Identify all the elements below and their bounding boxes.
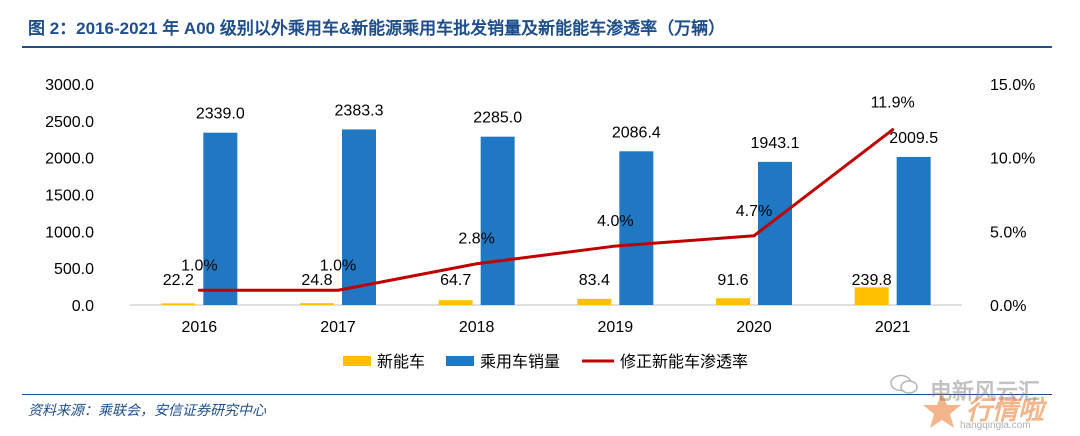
line-label-rate: 4.7% [736,203,772,220]
watermark: 电新风云汇 行情啦 hangqingla.com [890,368,1070,432]
bar-label-total: 2383.3 [335,102,384,119]
bar-total [896,156,931,305]
star-logo-icon [923,392,961,428]
bar-label-total: 2285.0 [473,110,522,127]
bar-label-nev: 83.4 [579,272,610,289]
y-left-tick-label: 3000.0 [45,77,94,94]
line-rate-point [752,234,756,238]
legend-label-nev: 新能车 [377,353,425,371]
bar-label-total: 2086.4 [612,124,661,141]
y-left-tick-label: 2000.0 [45,151,94,168]
y-right-tick-label: 15.0% [990,77,1035,94]
source-divider [22,394,1052,395]
y-left-tick-label: 2500.0 [45,114,94,131]
y-left-tick-label: 500.0 [54,261,94,278]
legend-label-total: 乘用车销量 [480,353,560,371]
line-rate-point [197,288,201,292]
line-rate-point [475,262,479,266]
line-label-rate: 11.9% [871,95,915,112]
chat-bubble-icon [890,374,918,394]
bar-label-total: 2339.0 [196,106,245,123]
x-tick-label: 2017 [320,319,356,336]
figure-title: 图 2：2016-2021 年 A00 级别以外乘用车&新能源乘用车批发销量及新… [28,19,726,38]
line-label-rate: 4.0% [597,213,633,230]
y-left-tick-label: 0.0 [72,298,94,315]
bar-nev [438,300,473,305]
y-right-tick-label: 10.0% [990,151,1035,168]
bar-label-total: 1943.1 [751,135,800,152]
bar-label-nev: 24.8 [301,272,332,289]
bar-nev [300,303,334,305]
bar-nev [577,298,612,305]
y-left-tick-label: 1000.0 [45,224,94,241]
bar-nev [161,303,196,305]
title-divider [22,46,1052,48]
bar-label-nev: 91.6 [717,272,748,289]
bar-total [480,136,515,305]
legend-swatch-nev [343,356,371,366]
line-label-rate: 2.8% [458,231,494,248]
bar-total [203,132,238,305]
bar-total [619,151,654,305]
bar-label-nev: 64.7 [440,272,471,289]
x-tick-label: 2021 [875,319,911,336]
y-right-tick-label: 0.0% [990,298,1026,315]
x-tick-label: 2020 [736,319,772,336]
source-note: 资料来源：乘联会，安信证券研究中心 [28,402,266,418]
bar-total [342,129,376,305]
bar-label-nev: 22.2 [163,272,194,289]
legend-swatch-total [446,356,474,366]
y-right-tick-label: 5.0% [990,224,1026,241]
line-rate [199,128,894,292]
bar-label-nev: 239.8 [852,272,892,289]
x-tick-label: 2018 [459,319,495,336]
bar-total [758,161,792,305]
x-tick-label: 2019 [598,319,634,336]
chart-svg: 0.0 500.0 1000.0 1500.0 2000.0 2500.0 3000.0 0.… [45,77,1035,371]
y-left-tick-label: 1500.0 [45,188,94,205]
line-label-rate: 1.0% [320,257,356,274]
bar-label-total: 2009.5 [889,130,938,147]
line-rate-point [891,128,895,132]
bar-nev [716,298,750,305]
line-label-rate: 1.0% [181,257,217,274]
line-rate-point [336,288,340,292]
watermark-brand: 电新风云汇 [930,379,1041,404]
legend-label-rate: 修正新能车渗透率 [620,353,748,371]
bar-nev [854,287,889,305]
watermark-url: hangqingla.com [960,420,1031,431]
line-rate-point [613,244,617,248]
x-tick-label: 2016 [182,319,218,336]
watermark-site-name: 行情啦 [966,395,1045,425]
